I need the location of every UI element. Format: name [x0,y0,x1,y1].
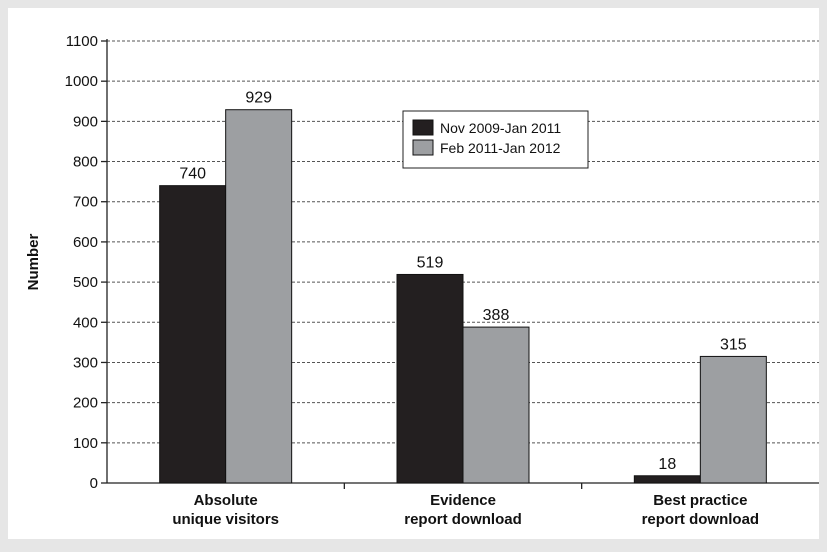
legend-entry: Nov 2009-Jan 2011 [440,120,561,136]
data-label: 388 [483,307,510,324]
y-tick-label: 800 [73,154,98,171]
y-tick-label: 500 [73,274,98,291]
category-label: unique visitors [172,511,279,528]
bar [159,185,227,484]
y-tick-label: 400 [73,314,98,331]
legend-swatch [412,119,434,136]
bar [462,326,530,484]
y-tick-label: 900 [73,113,98,130]
y-tick-label: 600 [73,234,98,251]
category-label: Absolute [194,492,258,509]
data-label: 18 [658,456,676,473]
bar [396,273,464,484]
y-tick-label: 200 [73,395,98,412]
legend-entry: Feb 2011-Jan 2012 [440,140,561,156]
category-label: report download [404,511,522,528]
y-tick-label: 700 [73,194,98,211]
bar [633,475,701,484]
y-tick-label: 0 [90,475,98,492]
data-label: 740 [179,166,206,183]
data-label: 315 [720,336,747,353]
y-axis-title: Number [25,234,42,291]
y-tick-label: 300 [73,354,98,371]
data-label: 929 [245,90,272,107]
bar [699,355,767,484]
y-tick-label: 1100 [66,33,98,50]
y-tick-label: 100 [73,435,98,452]
bar [225,109,293,484]
category-label: Best practice [653,492,747,509]
y-tick-label: 1000 [65,73,98,90]
data-label: 519 [417,254,444,271]
category-label: report download [642,511,760,528]
legend-swatch [412,139,434,156]
legend-box [402,110,589,169]
legend: Nov 2009-Jan 2011 Feb 2011-Jan 2012 [402,110,589,169]
category-label: Evidence [430,492,496,509]
